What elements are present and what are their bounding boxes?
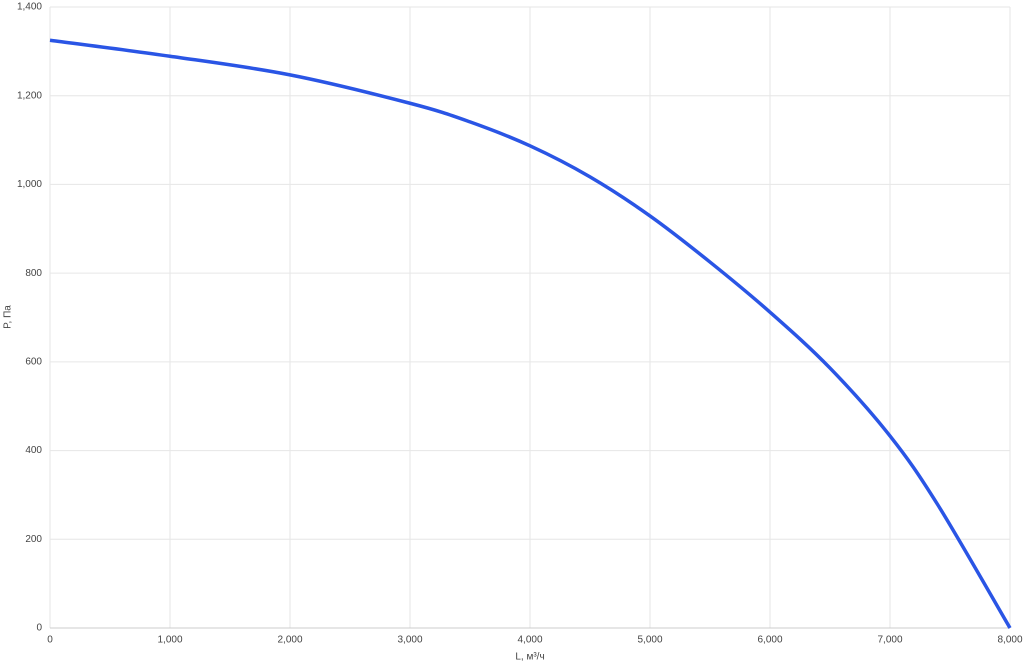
x-tick-label: 1,000	[157, 635, 182, 646]
y-tick-label: 200	[25, 534, 42, 545]
x-tick-label: 3,000	[397, 635, 422, 646]
y-tick-label: 1,000	[17, 179, 42, 190]
x-tick-label: 4,000	[517, 635, 542, 646]
x-tick-label: 2,000	[277, 635, 302, 646]
y-tick-label: 600	[25, 356, 42, 367]
x-tick-label: 6,000	[757, 635, 782, 646]
x-tick-label: 0	[47, 635, 53, 646]
x-axis-title: L, м³/ч	[515, 652, 544, 663]
y-tick-label: 0	[36, 623, 42, 634]
y-tick-label: 800	[25, 268, 42, 279]
x-tick-label: 8,000	[997, 635, 1022, 646]
y-tick-label: 1,400	[17, 2, 42, 13]
x-tick-label: 7,000	[877, 635, 902, 646]
y-tick-label: 1,200	[17, 90, 42, 101]
x-tick-label: 5,000	[637, 635, 662, 646]
series-line	[49, 38, 1012, 629]
y-axis-title: P, Па	[3, 305, 14, 329]
y-tick-label: 400	[25, 445, 42, 456]
